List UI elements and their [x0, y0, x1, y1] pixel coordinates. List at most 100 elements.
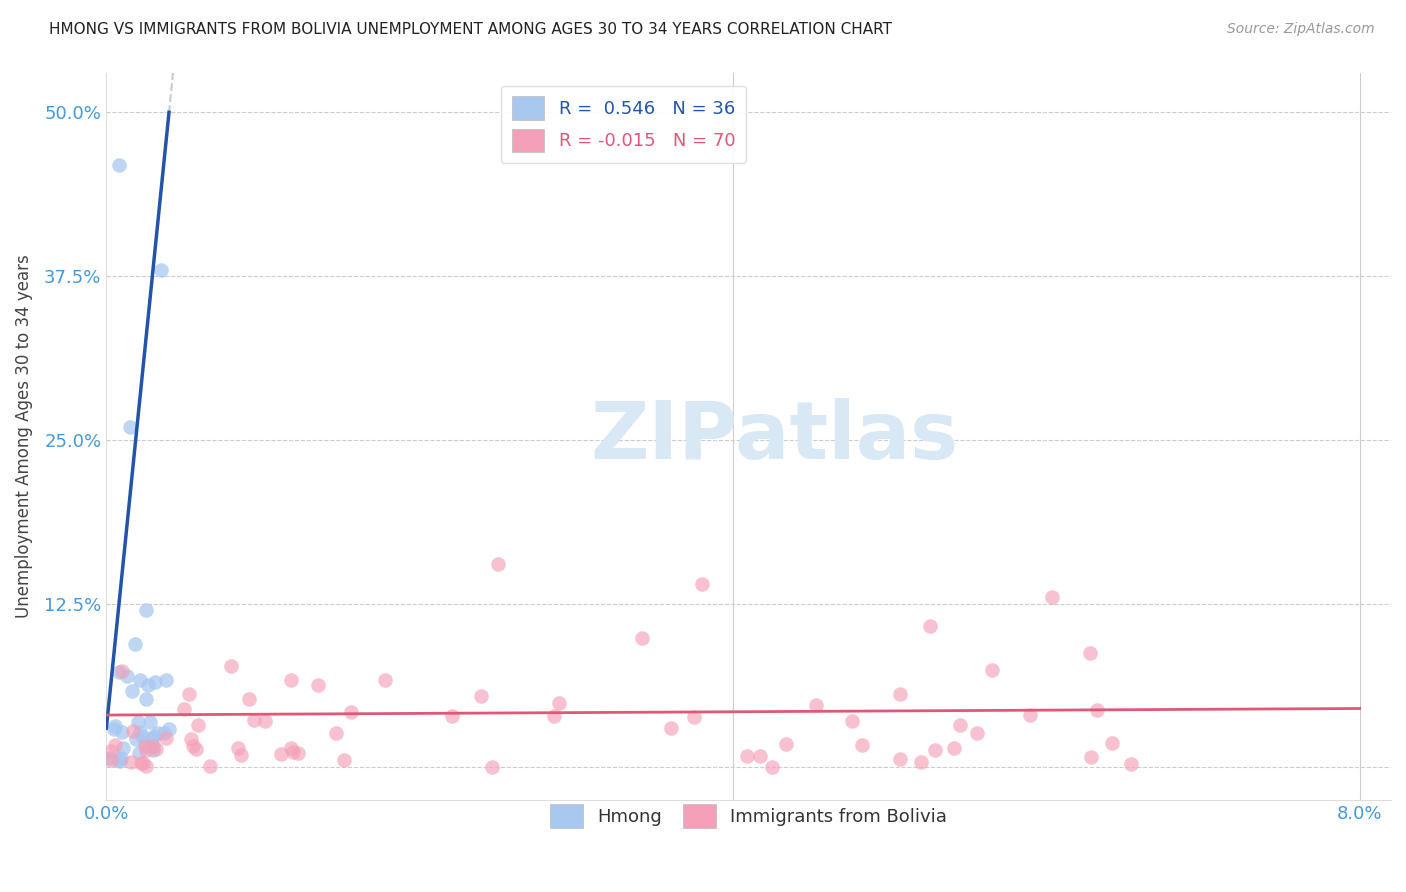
Point: [1101, 736, 1123, 750]
Point: [135, 758, 157, 772]
Point: [270, 747, 292, 762]
Point: [143, 674, 166, 689]
Point: [184, 742, 207, 756]
Point: [146, 726, 169, 740]
Point: [339, 705, 361, 719]
Point: [889, 687, 911, 701]
Point: [631, 631, 654, 645]
Point: [659, 721, 682, 735]
Point: [100, 744, 122, 758]
Point: [918, 619, 941, 633]
Point: [139, 714, 162, 729]
Point: [120, 756, 142, 770]
Point: [134, 739, 156, 754]
Point: [851, 738, 873, 752]
Point: [1080, 749, 1102, 764]
Point: [136, 678, 159, 692]
Point: [804, 698, 827, 713]
Point: [548, 696, 571, 710]
Point: [111, 740, 134, 755]
Point: [111, 725, 134, 739]
Point: [131, 729, 153, 743]
Point: [155, 731, 177, 745]
Point: [115, 669, 138, 683]
Point: [287, 747, 309, 761]
Point: [129, 725, 152, 739]
Point: [761, 760, 783, 774]
Point: [103, 722, 125, 736]
Point: [735, 748, 758, 763]
Point: [481, 760, 503, 774]
Point: [173, 702, 195, 716]
Point: [924, 743, 946, 757]
Point: [143, 730, 166, 744]
Point: [142, 743, 165, 757]
Point: [135, 603, 157, 617]
Point: [243, 713, 266, 727]
Point: [283, 745, 305, 759]
Point: [198, 759, 221, 773]
Point: [110, 750, 132, 764]
Point: [325, 726, 347, 740]
Point: [129, 673, 152, 687]
Point: [238, 691, 260, 706]
Point: [690, 577, 713, 591]
Point: [187, 718, 209, 732]
Point: [141, 738, 163, 752]
Point: [1018, 708, 1040, 723]
Point: [104, 739, 127, 753]
Point: [440, 709, 463, 723]
Point: [180, 731, 202, 746]
Point: [135, 692, 157, 706]
Point: [981, 663, 1004, 677]
Point: [100, 753, 122, 767]
Point: [229, 748, 252, 763]
Point: [124, 637, 146, 651]
Point: [333, 753, 356, 767]
Point: [108, 158, 131, 172]
Point: [775, 737, 797, 751]
Point: [111, 664, 134, 678]
Point: [108, 754, 131, 768]
Point: [748, 748, 770, 763]
Point: [145, 742, 167, 756]
Point: [1085, 704, 1108, 718]
Point: [155, 673, 177, 688]
Point: [125, 731, 148, 746]
Point: [134, 736, 156, 750]
Point: [135, 743, 157, 757]
Point: [949, 717, 972, 731]
Point: [153, 725, 176, 739]
Point: [142, 739, 165, 753]
Point: [226, 741, 249, 756]
Point: [943, 741, 966, 756]
Point: [177, 687, 200, 701]
Point: [181, 739, 204, 753]
Point: [486, 558, 509, 572]
Point: [138, 739, 160, 754]
Point: [127, 714, 149, 729]
Text: Source: ZipAtlas.com: Source: ZipAtlas.com: [1227, 22, 1375, 37]
Point: [129, 756, 152, 770]
Point: [374, 673, 396, 688]
Legend: Hmong, Immigrants from Bolivia: Hmong, Immigrants from Bolivia: [543, 797, 955, 835]
Point: [966, 725, 988, 739]
Point: [107, 753, 129, 767]
Point: [543, 708, 565, 723]
Point: [889, 752, 911, 766]
Point: [104, 719, 127, 733]
Point: [470, 689, 492, 703]
Y-axis label: Unemployment Among Ages 30 to 34 years: Unemployment Among Ages 30 to 34 years: [15, 255, 32, 618]
Point: [280, 673, 302, 688]
Point: [108, 665, 131, 679]
Text: HMONG VS IMMIGRANTS FROM BOLIVIA UNEMPLOYMENT AMONG AGES 30 TO 34 YEARS CORRELAT: HMONG VS IMMIGRANTS FROM BOLIVIA UNEMPLO…: [49, 22, 893, 37]
Point: [118, 419, 141, 434]
Point: [280, 740, 302, 755]
Point: [841, 714, 863, 728]
Point: [1042, 590, 1064, 604]
Point: [141, 731, 163, 746]
Point: [121, 684, 143, 698]
Point: [254, 714, 277, 728]
Text: ZIPatlas: ZIPatlas: [591, 398, 959, 475]
Point: [132, 756, 155, 770]
